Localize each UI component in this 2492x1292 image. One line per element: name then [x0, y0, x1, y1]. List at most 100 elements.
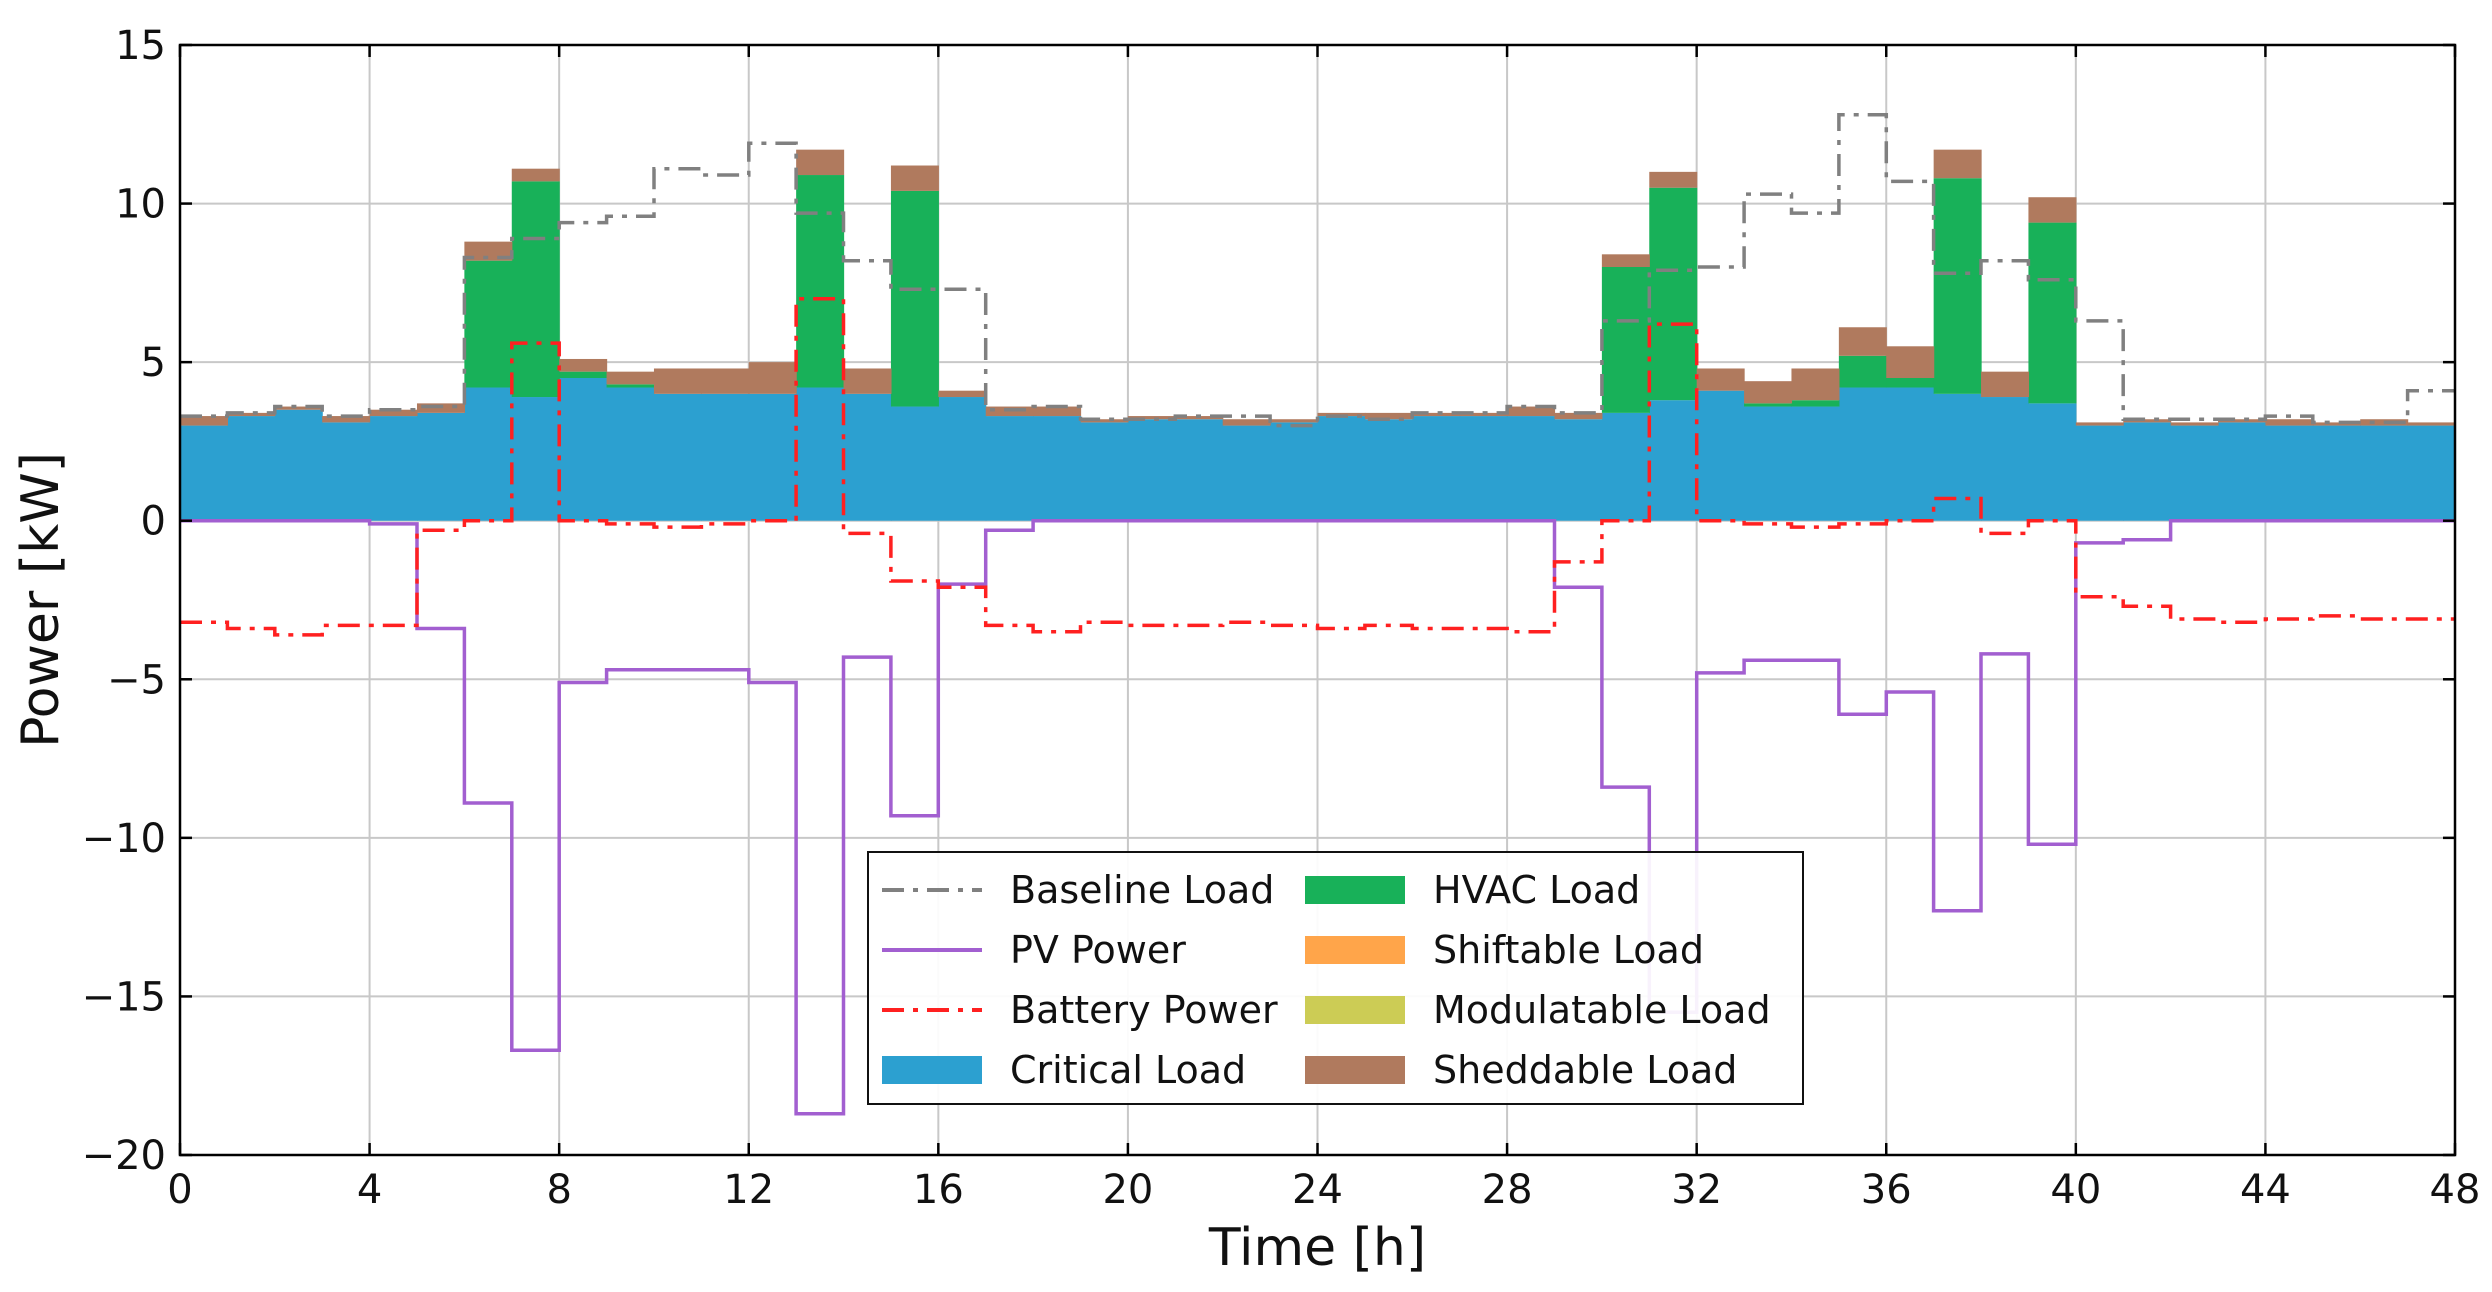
stack-bar-sheddable-load	[2170, 422, 2219, 426]
stack-bar-sheddable-load	[2407, 422, 2456, 426]
stack-bar-critical-load	[938, 397, 987, 521]
legend-label: Battery Power	[1010, 988, 1278, 1032]
stack-bar-sheddable-load	[1080, 419, 1129, 423]
stack-bar-sheddable-load	[1127, 416, 1176, 420]
stack-bar-critical-load	[1554, 419, 1603, 521]
stack-bar-sheddable-load	[2265, 419, 2314, 426]
x-tick-label: 0	[167, 1167, 192, 1213]
stack-bar-sheddable-load	[2028, 197, 2077, 223]
x-tick-label: 28	[1482, 1167, 1533, 1213]
stack-bar-sheddable-load	[938, 390, 987, 398]
stack-bar-hvac-load	[890, 190, 939, 407]
stack-bar-sheddable-load	[1364, 412, 1413, 420]
legend-swatch-modulatable-load	[1305, 996, 1405, 1024]
stack-bar-critical-load	[1317, 416, 1366, 521]
stack-bar-sheddable-load	[1601, 254, 1650, 267]
stack-bar-sheddable-load	[1649, 171, 1698, 188]
stack-bar-critical-load	[748, 393, 797, 521]
stack-bar-sheddable-load	[322, 416, 371, 423]
x-tick-label: 24	[1292, 1167, 1343, 1213]
stack-bar-sheddable-load	[1838, 327, 1887, 356]
legend-swatch-shiftable-load	[1305, 936, 1405, 964]
y-tick-label: 10	[115, 182, 166, 228]
stack-bar-hvac-load	[1744, 403, 1793, 407]
stack-bar-critical-load	[2218, 422, 2267, 521]
stack-bar-critical-load	[1791, 406, 1840, 521]
stack-bar-critical-load	[1364, 419, 1413, 521]
stack-bar-critical-load	[796, 387, 845, 521]
stack-bar-sheddable-load	[1933, 149, 1982, 179]
x-tick-label: 44	[2240, 1167, 2291, 1213]
stack-bar-hvac-load	[2028, 222, 2077, 404]
stack-bar-critical-load	[1175, 419, 1224, 521]
stack-bar-hvac-load	[464, 260, 513, 388]
stack-bar-sheddable-load	[2312, 422, 2361, 426]
stack-bar-critical-load	[2407, 425, 2456, 521]
stack-bar-critical-load	[653, 393, 702, 521]
stack-bar-critical-load	[843, 393, 892, 521]
legend-swatch-critical-load	[882, 1056, 982, 1084]
y-tick-label: −5	[107, 657, 166, 703]
stack-bar-sheddable-load	[2123, 419, 2172, 423]
stack-bar-critical-load	[1033, 416, 1082, 521]
x-tick-label: 48	[2430, 1167, 2481, 1213]
stack-bar-critical-load	[1933, 393, 1982, 521]
stack-bar-critical-load	[1838, 387, 1887, 521]
y-tick-label: −15	[82, 974, 166, 1020]
x-tick-label: 12	[723, 1167, 774, 1213]
stack-bar-critical-load	[1127, 419, 1176, 521]
stack-bar-critical-load	[180, 425, 228, 521]
stack-bar-sheddable-load	[701, 368, 750, 394]
stack-bar-critical-load	[1459, 416, 1508, 521]
y-tick-label: 5	[141, 340, 166, 386]
stack-bar-sheddable-load	[748, 362, 797, 394]
x-tick-label: 32	[1671, 1167, 1722, 1213]
stack-bar-sheddable-load	[1981, 371, 2030, 398]
stack-bar-critical-load	[1601, 412, 1650, 521]
y-tick-label: 0	[141, 499, 166, 545]
legend-swatch-hvac-load	[1305, 876, 1405, 904]
stack-bar-critical-load	[2312, 425, 2361, 521]
y-tick-label: −20	[82, 1133, 166, 1179]
y-tick-label: 15	[115, 23, 166, 69]
y-axis-label: Power [kW]	[11, 452, 71, 748]
stack-bar-sheddable-load	[1554, 412, 1603, 420]
stack-bar-critical-load	[2265, 425, 2314, 521]
stacked-areas	[180, 149, 2456, 521]
legend-label: Modulatable Load	[1433, 988, 1771, 1032]
stack-bar-critical-load	[2360, 425, 2409, 521]
stack-bar-hvac-load	[606, 384, 655, 388]
stack-bar-sheddable-load	[1744, 381, 1793, 404]
stack-bar-critical-load	[2170, 425, 2219, 521]
stack-bar-critical-load	[1981, 397, 2030, 521]
stack-bar-critical-load	[701, 393, 750, 521]
stack-bar-critical-load	[890, 406, 939, 521]
x-tick-label: 4	[357, 1167, 382, 1213]
stack-bar-critical-load	[2123, 422, 2172, 521]
stack-bar-critical-load	[274, 409, 323, 521]
stack-bar-sheddable-load	[890, 165, 939, 191]
series-line-pv-power	[180, 518, 2455, 1116]
stack-bar-hvac-load	[1838, 355, 1887, 388]
stack-bar-sheddable-load	[2075, 422, 2124, 426]
y-tick-label: −10	[82, 816, 166, 862]
stack-bar-critical-load	[1744, 406, 1793, 521]
x-tick-label: 40	[2050, 1167, 2101, 1213]
stack-bar-hvac-load	[1601, 267, 1650, 413]
stack-bar-sheddable-load	[606, 371, 655, 385]
stack-bar-critical-load	[2075, 425, 2124, 521]
stack-bar-critical-load	[606, 387, 655, 521]
stack-bar-sheddable-load	[1507, 406, 1556, 417]
series-line-battery-power	[180, 296, 2455, 637]
stack-bar-sheddable-load	[227, 412, 276, 417]
stack-bar-sheddable-load	[274, 406, 323, 410]
stack-bar-critical-load	[511, 397, 560, 521]
stack-bar-hvac-load	[1649, 187, 1698, 401]
stack-bar-sheddable-load	[1270, 419, 1319, 423]
stack-bar-hvac-load	[511, 181, 560, 398]
stack-bar-critical-load	[1080, 422, 1129, 521]
stack-bar-sheddable-load	[511, 168, 560, 182]
stack-bar-critical-load	[1222, 425, 1271, 521]
